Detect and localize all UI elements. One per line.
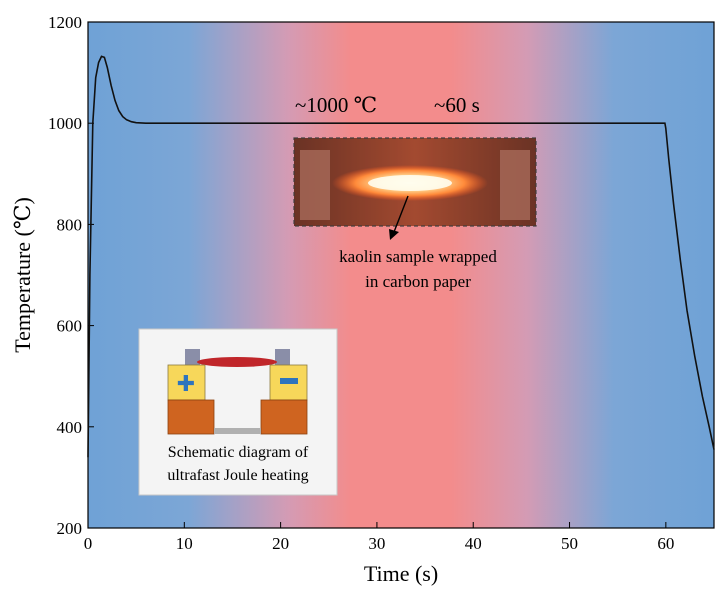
x-tick-label: 50 bbox=[561, 534, 578, 553]
schematic-caption-line1: Schematic diagram of bbox=[168, 444, 309, 461]
y-tick-label: 200 bbox=[57, 519, 83, 538]
x-tick-label: 10 bbox=[176, 534, 193, 553]
y-tick-label: 800 bbox=[57, 215, 83, 234]
y-axis-ticks: 200 400 600 800 1000 1200 bbox=[48, 13, 94, 538]
temperature-annotation: ~1000 ℃ bbox=[295, 93, 377, 117]
left-base bbox=[167, 399, 215, 435]
x-tick-label: 40 bbox=[465, 534, 482, 553]
right-post bbox=[275, 349, 290, 365]
schematic-inset: ✚ Schematic diagram of ultrafast Joule h… bbox=[138, 328, 338, 496]
right-base bbox=[260, 399, 308, 435]
left-post bbox=[185, 349, 200, 365]
y-tick-label: 400 bbox=[57, 418, 83, 437]
y-tick-label: 1000 bbox=[48, 114, 82, 133]
photo-arrow-line bbox=[393, 195, 409, 233]
x-tick-label: 0 bbox=[84, 534, 93, 553]
base-connector bbox=[214, 428, 261, 434]
minus-icon bbox=[280, 378, 298, 384]
right-clamp bbox=[500, 150, 530, 220]
photo-caption-line2: in carbon paper bbox=[365, 272, 471, 291]
duration-annotation: ~60 s bbox=[434, 93, 480, 117]
x-tick-label: 60 bbox=[657, 534, 674, 553]
photo-arrow-head bbox=[389, 229, 399, 240]
plot-frame bbox=[87, 21, 715, 529]
y-axis-title: Temperature (℃) bbox=[10, 197, 35, 353]
heating-element bbox=[197, 357, 277, 367]
x-axis-title: Time (s) bbox=[364, 561, 438, 586]
y-tick-label: 1200 bbox=[48, 13, 82, 32]
schematic-caption-line2: ultrafast Joule heating bbox=[167, 467, 308, 484]
left-clamp bbox=[300, 150, 330, 220]
sample-photo-inset bbox=[293, 137, 537, 227]
temperature-series-line bbox=[87, 55, 715, 458]
x-tick-label: 30 bbox=[368, 534, 385, 553]
y-tick-label: 600 bbox=[57, 317, 83, 336]
x-tick-label: 20 bbox=[272, 534, 289, 553]
positive-electrode bbox=[167, 364, 206, 401]
x-axis-ticks: 0 10 20 30 40 50 60 bbox=[84, 522, 674, 553]
plus-icon: ✚ bbox=[177, 372, 195, 397]
photo-caption-line1: kaolin sample wrapped bbox=[339, 247, 497, 266]
